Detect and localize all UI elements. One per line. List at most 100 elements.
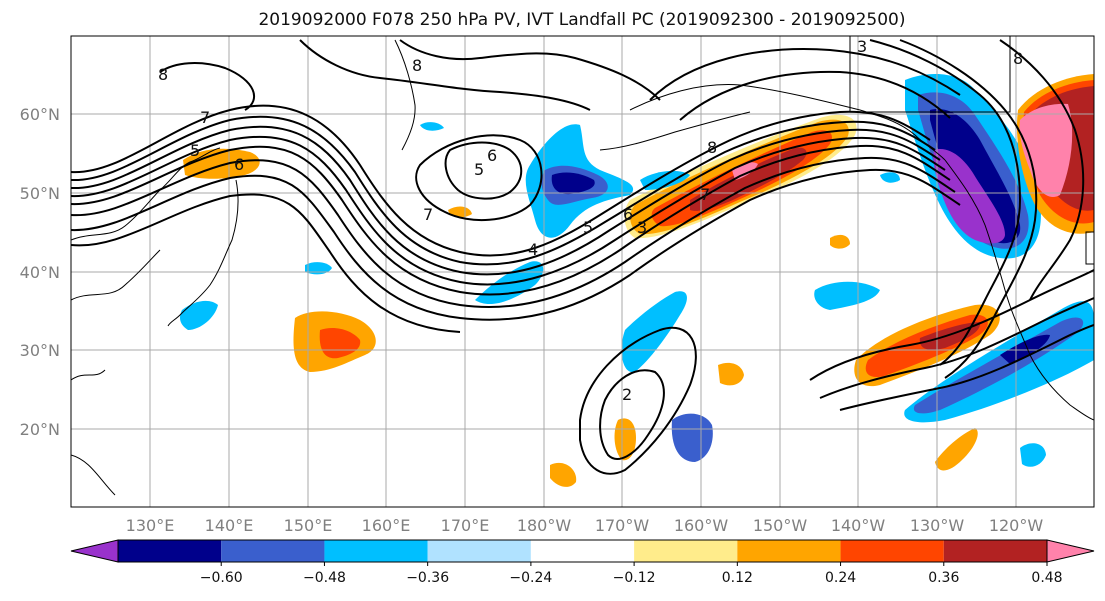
contour-label: 7 <box>423 205 433 224</box>
lon-tick-label: 140°W <box>831 516 886 535</box>
contour-label: 8 <box>707 138 717 157</box>
lon-tick-label: 130°W <box>910 516 965 535</box>
contour-line <box>599 369 665 460</box>
contour-label: 6 <box>234 155 244 174</box>
contour-line <box>71 193 461 333</box>
contour-line <box>649 48 961 101</box>
colorbar-swatch <box>737 540 841 562</box>
contour-label: 3 <box>857 37 867 56</box>
colorbar-swatch <box>324 540 428 562</box>
shade-trop-orange-3 <box>550 462 577 487</box>
contour-label: 5 <box>190 141 200 160</box>
contour-line <box>299 39 591 111</box>
colorbar: −0.60 −0.48 −0.36 −0.24 −0.12 0.12 0.24 0.36 0.4… <box>70 539 1095 586</box>
colorbar-extend-right <box>1046 539 1095 563</box>
shade-trop-orange-2 <box>718 362 744 386</box>
lat-ticks: 60°N 50°N 40°N 30°N 20°N <box>20 105 60 439</box>
colorbar-tick-label: −0.12 <box>613 570 656 586</box>
contour-label: 8 <box>412 56 422 75</box>
contour-line <box>71 135 946 286</box>
lat-tick-label: 40°N <box>20 263 60 282</box>
shade-misc-blue-4 <box>420 122 444 131</box>
shade-misc-orange-2 <box>830 234 850 249</box>
contour-line <box>71 125 941 276</box>
colorbar-tick-label: 0.36 <box>928 570 959 586</box>
colorbar-swatch <box>943 540 1047 562</box>
contour-line <box>71 115 936 266</box>
shade-wp-blob <box>305 262 332 275</box>
pv-contours <box>71 39 1094 475</box>
map-panel: 8 8 7 7 6 5 6 5 5 4 6 7 8 3 3 8 2 <box>70 35 1095 508</box>
shade-coast-navy <box>930 109 1021 244</box>
lon-tick-label: 150°E <box>284 516 333 535</box>
colorbar-tick-label: 0.48 <box>1031 570 1062 586</box>
lon-tick-label: 140°E <box>205 516 254 535</box>
colorbar-tick-label: −0.60 <box>200 570 243 586</box>
shade-misc-orange-3 <box>448 206 472 218</box>
shade-coast-purple <box>933 149 1005 244</box>
coast-na-west <box>944 159 1094 421</box>
contour-label: 7 <box>200 108 210 127</box>
contour-label: 5 <box>583 218 593 237</box>
colorbar-swatch <box>840 540 944 562</box>
contour-line <box>839 324 1094 411</box>
coast-japan <box>167 179 239 327</box>
lat-tick-label: 30°N <box>20 341 60 360</box>
coast-kamchatka <box>394 39 416 151</box>
shade-trop-royal <box>671 413 713 462</box>
shade-misc-orange <box>935 428 978 471</box>
shade-ne-pink <box>1019 103 1073 198</box>
lon-tick-label: 130°E <box>126 516 175 535</box>
contour-line <box>999 39 1085 301</box>
lon-tick-label: 170°W <box>595 516 650 535</box>
contour-line <box>679 70 951 121</box>
lat-tick-label: 50°N <box>20 184 60 203</box>
colorbar-swatch <box>427 540 531 562</box>
contour-line <box>415 134 543 222</box>
contour-label: 6 <box>623 205 633 224</box>
region-boxes <box>849 36 1094 265</box>
lon-tick-label: 160°W <box>674 516 729 535</box>
shade-ale-navy <box>551 172 595 195</box>
contour-label: 6 <box>487 146 497 165</box>
shade-misc-blue <box>814 281 880 310</box>
contour-line <box>71 104 931 257</box>
figure-title: 2019092000 F078 250 hPa PV, IVT Landfall… <box>258 10 905 30</box>
colorbar-swatch <box>118 540 222 562</box>
lon-tick-label: 160°E <box>362 516 411 535</box>
contour-line <box>71 168 961 321</box>
lat-tick-label: 20°N <box>20 420 60 439</box>
contour-line <box>819 297 1094 399</box>
shade-misc-blue-2 <box>1020 443 1046 467</box>
colorbar-extend-left <box>70 539 119 563</box>
contour-label: 8 <box>1013 49 1023 68</box>
contour-label: 3 <box>637 218 647 237</box>
lat-tick-label: 60°N <box>20 105 60 124</box>
colorbar-swatch <box>530 540 635 562</box>
shade-misc-blue-5 <box>880 172 900 183</box>
contour-label: 8 <box>158 65 168 84</box>
colorbar-swatch <box>221 540 325 562</box>
colorbar-swatch <box>634 540 738 562</box>
colorbar-tick-label: −0.24 <box>509 570 552 586</box>
shade-sub-navy <box>1000 334 1050 364</box>
map-frame <box>70 35 1095 508</box>
shade-misc-blue-3 <box>640 170 690 190</box>
lon-tick-label: 180°W <box>517 516 572 535</box>
lon-tick-label: 170°E <box>441 516 490 535</box>
lon-ticks: 130°E 140°E 150°E 160°E 170°E 180°W 170°… <box>126 516 1044 535</box>
contour-line <box>159 62 256 111</box>
contour-line <box>579 326 697 475</box>
colorbar-tick-label: −0.48 <box>303 570 346 586</box>
contour-line <box>71 156 956 309</box>
coast-aleutians <box>599 111 751 151</box>
colorbar-tick-label: 0.24 <box>825 570 856 586</box>
contour-label: 5 <box>474 160 484 179</box>
colorbar-tick-label: 0.12 <box>722 570 753 586</box>
contour-line <box>399 39 661 101</box>
contour-line <box>444 141 523 200</box>
colorbar-frame <box>117 539 1048 563</box>
lon-tick-label: 150°W <box>753 516 808 535</box>
contour-label: 4 <box>528 240 538 259</box>
contour-label: 2 <box>622 385 632 404</box>
